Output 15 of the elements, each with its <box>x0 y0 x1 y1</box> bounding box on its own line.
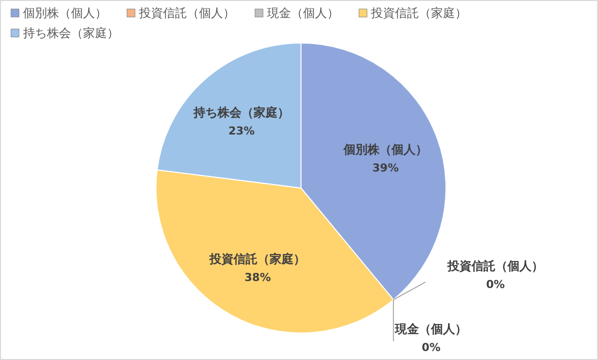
category-label: 現金（個人） <box>395 322 468 336</box>
slice-label: 投資信託（家庭） <box>208 252 306 266</box>
category-label: 投資信託（個人） <box>448 259 544 274</box>
slice-label: 個別株（個人） <box>342 142 428 157</box>
legend-label: 投資信託（個人） <box>138 6 235 20</box>
legend-label: 投資信託（家庭） <box>370 6 467 20</box>
data-label: 23% <box>228 124 255 138</box>
data-label: 38% <box>244 270 271 284</box>
slice-label: 持ち株会（家庭） <box>192 106 290 120</box>
legend-label: 個別株（個人） <box>23 6 107 20</box>
data-label: 39% <box>372 162 399 175</box>
legend-label: 現金（個人） <box>267 6 339 20</box>
legend-label: 持ち株会（家庭） <box>23 26 119 40</box>
text: 0% <box>486 278 505 292</box>
text: 0% <box>422 341 440 354</box>
